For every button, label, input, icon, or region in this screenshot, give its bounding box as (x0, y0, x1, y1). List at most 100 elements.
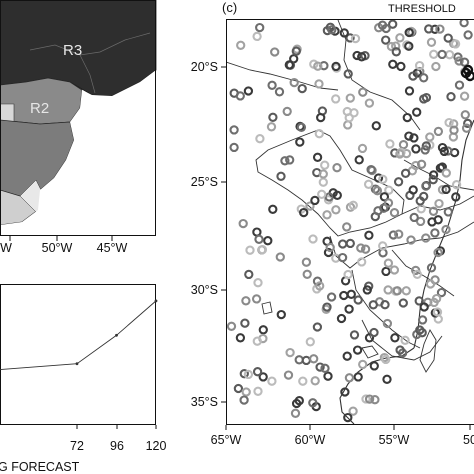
station-marker (245, 245, 255, 255)
station-marker (420, 145, 430, 155)
station-marker (294, 396, 304, 406)
station-marker (431, 61, 441, 72)
station-marker (435, 163, 446, 173)
station-marker (459, 57, 470, 67)
station-marker (396, 61, 406, 72)
station-marker (378, 174, 388, 184)
station-marker (421, 233, 431, 243)
station-marker (372, 186, 383, 196)
station-marker (319, 61, 329, 71)
station-marker (352, 345, 363, 355)
station-marker (449, 125, 459, 135)
region-label-r3: R3 (63, 42, 82, 59)
lon-tick-65W: 65°W (211, 433, 242, 447)
station-marker (402, 112, 412, 123)
station-marker (325, 242, 335, 253)
station-marker (354, 155, 364, 165)
station-marker (285, 155, 295, 165)
line-x-tick-120: 120 (146, 439, 167, 453)
station-marker (391, 41, 401, 51)
station-marker (308, 398, 318, 408)
station-marker (393, 177, 404, 187)
station-marker (433, 247, 443, 258)
left-lon-tick-3: 45°W (97, 241, 128, 255)
station-marker (381, 35, 391, 45)
station-marker (235, 333, 246, 343)
station-marker (298, 376, 308, 386)
station-marker (369, 361, 379, 371)
station-marker (425, 132, 435, 142)
station-marker (404, 27, 414, 38)
station-marker (229, 142, 239, 153)
station-marker (324, 192, 334, 202)
station-marker (255, 134, 265, 144)
station-marker (233, 383, 244, 394)
station-marker (236, 40, 246, 50)
station-marker (417, 315, 428, 325)
station-marker (323, 247, 334, 258)
station-marker (280, 156, 290, 166)
station-marker (459, 91, 470, 101)
station-marker (400, 168, 411, 178)
station-marker (305, 337, 315, 347)
station-marker (276, 171, 286, 181)
station-marker (312, 152, 323, 162)
line-point (154, 299, 158, 303)
panel-label-c: (c) (222, 0, 237, 15)
station-marker (332, 163, 342, 173)
station-marker (296, 122, 307, 132)
station-marker (398, 140, 409, 150)
station-marker (381, 23, 391, 34)
station-marker (421, 181, 431, 191)
station-marker (395, 345, 405, 355)
station-marker (337, 252, 348, 263)
station-marker (239, 395, 249, 405)
station-marker (357, 52, 367, 62)
station-marker (425, 279, 436, 289)
station-marker (408, 71, 418, 81)
station-marker (379, 203, 389, 213)
station-marker (345, 33, 355, 43)
lon-tick-50: 50 (463, 433, 474, 447)
station-marker (441, 224, 451, 235)
station-marker (379, 192, 390, 202)
station-marker (252, 336, 262, 346)
station-marker (409, 212, 419, 223)
station-marker (411, 144, 421, 154)
lon-tick-55W: 55°W (379, 433, 410, 447)
station-marker (391, 47, 401, 57)
station-marker (331, 61, 341, 72)
station-marker (426, 263, 437, 273)
station-marker (276, 309, 286, 320)
station-marker (383, 285, 393, 295)
station-marker (443, 207, 453, 217)
station-marker (371, 121, 381, 131)
station-marker (382, 318, 393, 329)
station-marker (412, 269, 422, 279)
station-marker (361, 394, 371, 404)
station-marker (378, 241, 388, 251)
station-marker (370, 395, 380, 405)
station-marker (253, 386, 263, 396)
station-marker (332, 190, 342, 200)
station-marker (252, 31, 262, 42)
station-marker (253, 278, 263, 288)
station-marker (283, 370, 294, 380)
station-marker (415, 325, 425, 335)
station-marker (416, 159, 427, 169)
station-marker (243, 369, 254, 380)
threshold-title: THRESHOLD (388, 3, 456, 15)
line-point (115, 333, 118, 337)
station-marker (320, 363, 330, 373)
station-marker (431, 293, 442, 304)
station-marker (395, 149, 405, 159)
station-marker (322, 210, 332, 220)
station-marker (270, 47, 280, 57)
station-marker (317, 189, 327, 199)
station-marker (408, 185, 418, 195)
station-marker (426, 37, 437, 47)
station-marker (406, 235, 416, 245)
station-marker (389, 208, 400, 218)
station-marker (339, 290, 349, 301)
